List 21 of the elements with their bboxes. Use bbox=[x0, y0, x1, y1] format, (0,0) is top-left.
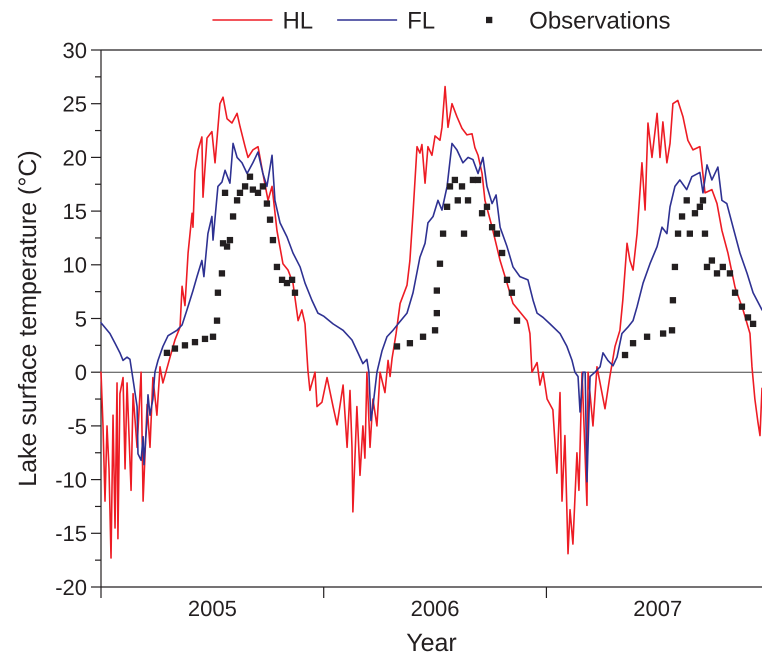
y-tick-label: 0 bbox=[74, 360, 87, 386]
y-tick-label: 10 bbox=[62, 252, 87, 278]
y-tick-label: -10 bbox=[55, 468, 87, 493]
y-axis-title: Lake surface temperature (°C) bbox=[14, 150, 42, 487]
y-tick-label: 5 bbox=[74, 306, 87, 332]
x-axis-title: Year bbox=[406, 629, 457, 656]
y-tick-label: 25 bbox=[62, 92, 87, 117]
y-tick-label: 15 bbox=[62, 199, 87, 224]
legend-label: FL bbox=[407, 8, 436, 35]
y-tick-label: 30 bbox=[62, 38, 87, 63]
y-tick-label: -15 bbox=[55, 521, 87, 546]
line-series bbox=[100, 142, 762, 483]
legend-label: HL bbox=[282, 8, 314, 35]
y-tick-label: -5 bbox=[67, 414, 87, 439]
x-tick-label: 2006 bbox=[410, 596, 460, 621]
y-tick-label: -20 bbox=[55, 574, 87, 600]
line-series bbox=[100, 86, 762, 559]
x-tick-label: 2007 bbox=[633, 596, 682, 621]
y-tick-label: 20 bbox=[62, 145, 87, 170]
x-tick-label: 2005 bbox=[188, 596, 237, 621]
legend-label: Observations bbox=[529, 8, 671, 35]
